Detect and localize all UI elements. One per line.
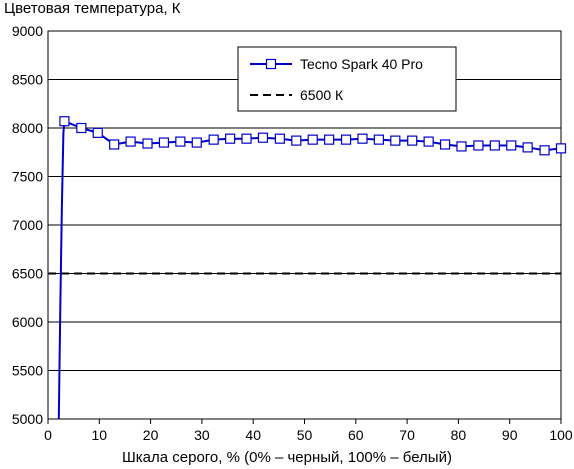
x-tick-label: 90	[502, 427, 518, 443]
series-line-tecno	[57, 119, 562, 420]
data-point	[59, 116, 70, 127]
data-point	[390, 135, 401, 146]
data-point	[208, 134, 219, 145]
data-point	[241, 133, 252, 144]
data-point	[340, 134, 352, 145]
data-point	[324, 134, 335, 145]
data-point	[522, 142, 533, 153]
legend-label-tecno: Tecno Spark 40 Pro	[300, 56, 423, 72]
data-point	[473, 140, 484, 151]
y-tick-label: 9000	[12, 23, 43, 39]
data-point	[225, 133, 236, 144]
data-point	[125, 136, 136, 147]
data-point	[423, 136, 434, 147]
data-point	[555, 143, 567, 154]
data-point	[373, 134, 384, 145]
chart-title: Цветовая температура, К	[4, 0, 181, 17]
legend-box	[237, 46, 457, 112]
x-tick-label: 70	[399, 427, 415, 443]
x-tick-label: 40	[245, 427, 261, 443]
data-point	[307, 134, 318, 145]
x-tick-label: 60	[348, 427, 364, 443]
data-point	[76, 122, 87, 134]
x-tick-label: 0	[44, 427, 52, 443]
data-point	[92, 127, 103, 138]
y-tick-label: 8500	[12, 72, 43, 88]
data-point	[175, 136, 186, 147]
data-point	[158, 137, 170, 148]
y-tick-label: 6500	[12, 266, 43, 282]
y-tick-label: 7500	[12, 169, 43, 185]
x-tick-label: 10	[92, 427, 108, 443]
y-tick-label: 6000	[12, 314, 43, 330]
data-point	[439, 139, 451, 150]
y-tick-label: 8000	[12, 120, 43, 136]
legend-label-6500k: 6500 К	[300, 87, 344, 103]
x-tick-label: 100	[549, 427, 573, 443]
data-point	[191, 137, 202, 148]
x-tick-label: 50	[297, 427, 313, 443]
legend-marker-tecno	[265, 58, 277, 70]
data-point	[274, 133, 285, 144]
data-point	[489, 140, 500, 151]
data-point	[257, 132, 269, 143]
x-tick-label: 80	[451, 427, 467, 443]
data-point	[407, 135, 418, 146]
data-point	[291, 135, 302, 146]
x-tick-label: 20	[143, 427, 159, 443]
data-point	[142, 138, 153, 149]
x-tick-label: 30	[194, 427, 210, 443]
data-point	[456, 141, 467, 152]
y-tick-label: 5500	[12, 363, 43, 379]
x-axis-label: Шкала серого, % (0% – черный, 100% – бел…	[122, 449, 452, 466]
data-point	[539, 145, 550, 156]
y-tick-label: 5000	[12, 411, 43, 427]
data-point	[109, 139, 120, 150]
data-point	[357, 133, 368, 144]
data-point	[506, 140, 517, 151]
y-tick-label: 7000	[12, 217, 43, 233]
